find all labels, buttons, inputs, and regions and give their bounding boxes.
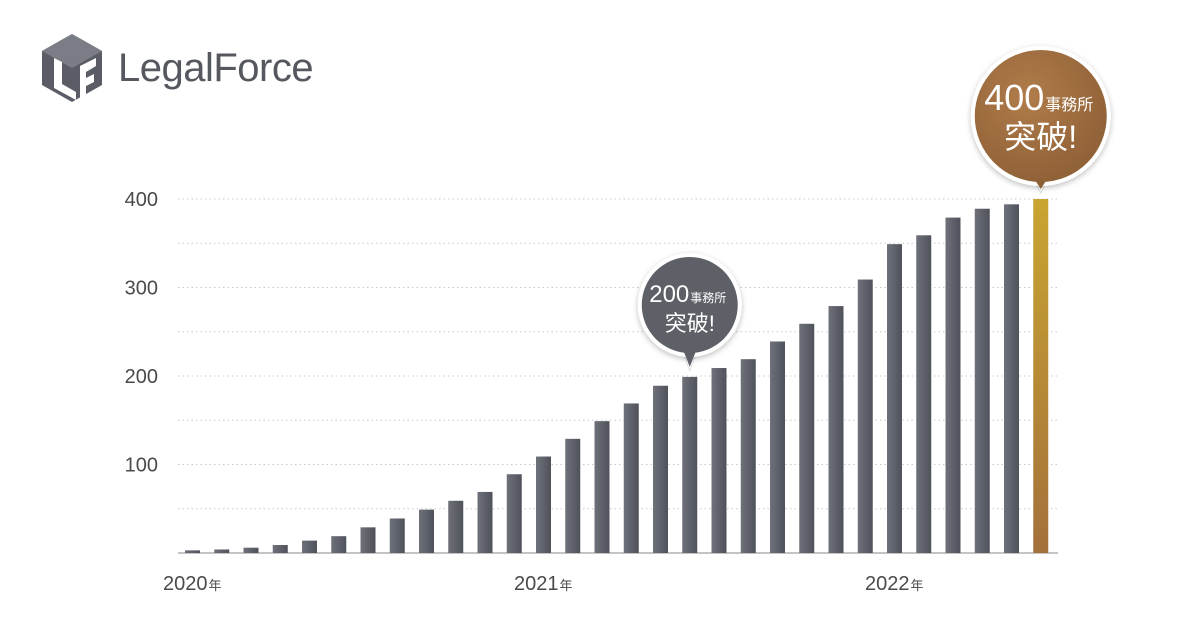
callout-unit: 事務所 (1045, 96, 1093, 114)
callout-number: 200 (649, 281, 689, 308)
bar (331, 536, 347, 553)
bar (243, 547, 259, 553)
bar (828, 306, 844, 553)
bar (448, 500, 464, 553)
y-tick-label: 400 (125, 189, 158, 211)
callout-unit: 事務所 (690, 291, 726, 305)
bar (389, 518, 405, 553)
legalforce-logo: LegalForce (40, 32, 314, 104)
bar (887, 244, 902, 553)
bar (653, 385, 668, 553)
bar (419, 509, 434, 553)
bar (974, 208, 990, 554)
y-tick-label: 200 (125, 366, 158, 388)
legalforce-logo-icon (42, 34, 102, 102)
x-year-suffix: 年 (560, 578, 573, 593)
bar (770, 341, 785, 553)
bar (857, 279, 873, 553)
brand-name: LegalForce (118, 45, 314, 90)
y-tick-label: 300 (125, 278, 158, 300)
x-axis: 2020年 2021年 2022年 (163, 573, 924, 595)
bar (360, 527, 376, 553)
bar (594, 421, 610, 553)
bar (682, 376, 698, 553)
y-axis: 100 200 300 400 (125, 189, 158, 477)
callout-circle (641, 257, 738, 353)
x-year-label: 2021年 (514, 573, 573, 595)
bar (945, 217, 961, 553)
x-year-number: 2020 (163, 573, 208, 595)
x-year-label: 2022年 (865, 573, 924, 595)
bar (711, 368, 727, 553)
bar (272, 545, 288, 553)
x-year-suffix: 年 (209, 578, 222, 593)
bar (477, 491, 493, 553)
bar (506, 474, 522, 553)
bar (740, 359, 756, 553)
x-year-number: 2022 (865, 573, 910, 595)
x-year-label: 2020年 (163, 573, 222, 595)
bar (214, 549, 230, 553)
bar (1004, 204, 1019, 553)
callout-number: 400 (984, 77, 1044, 118)
callout-tail (682, 349, 697, 367)
bar (565, 438, 581, 553)
bar (185, 550, 200, 553)
bar (302, 540, 317, 553)
bars (185, 199, 1049, 554)
callout-circle (974, 50, 1107, 182)
callout-line1: 400事務所 (984, 77, 1093, 118)
callout-line2: 突破! (665, 311, 715, 336)
x-year-suffix: 年 (911, 578, 924, 593)
bar (623, 403, 639, 553)
bar (799, 323, 815, 553)
callout-line2: 突破! (1004, 119, 1077, 155)
x-year-number: 2021 (514, 573, 559, 595)
bar (916, 235, 932, 553)
callout-line1: 200事務所 (649, 281, 726, 308)
bar (536, 456, 551, 553)
y-tick-label: 100 (125, 455, 158, 477)
grid-lines (178, 198, 1058, 554)
highlight-bar (1033, 199, 1049, 553)
